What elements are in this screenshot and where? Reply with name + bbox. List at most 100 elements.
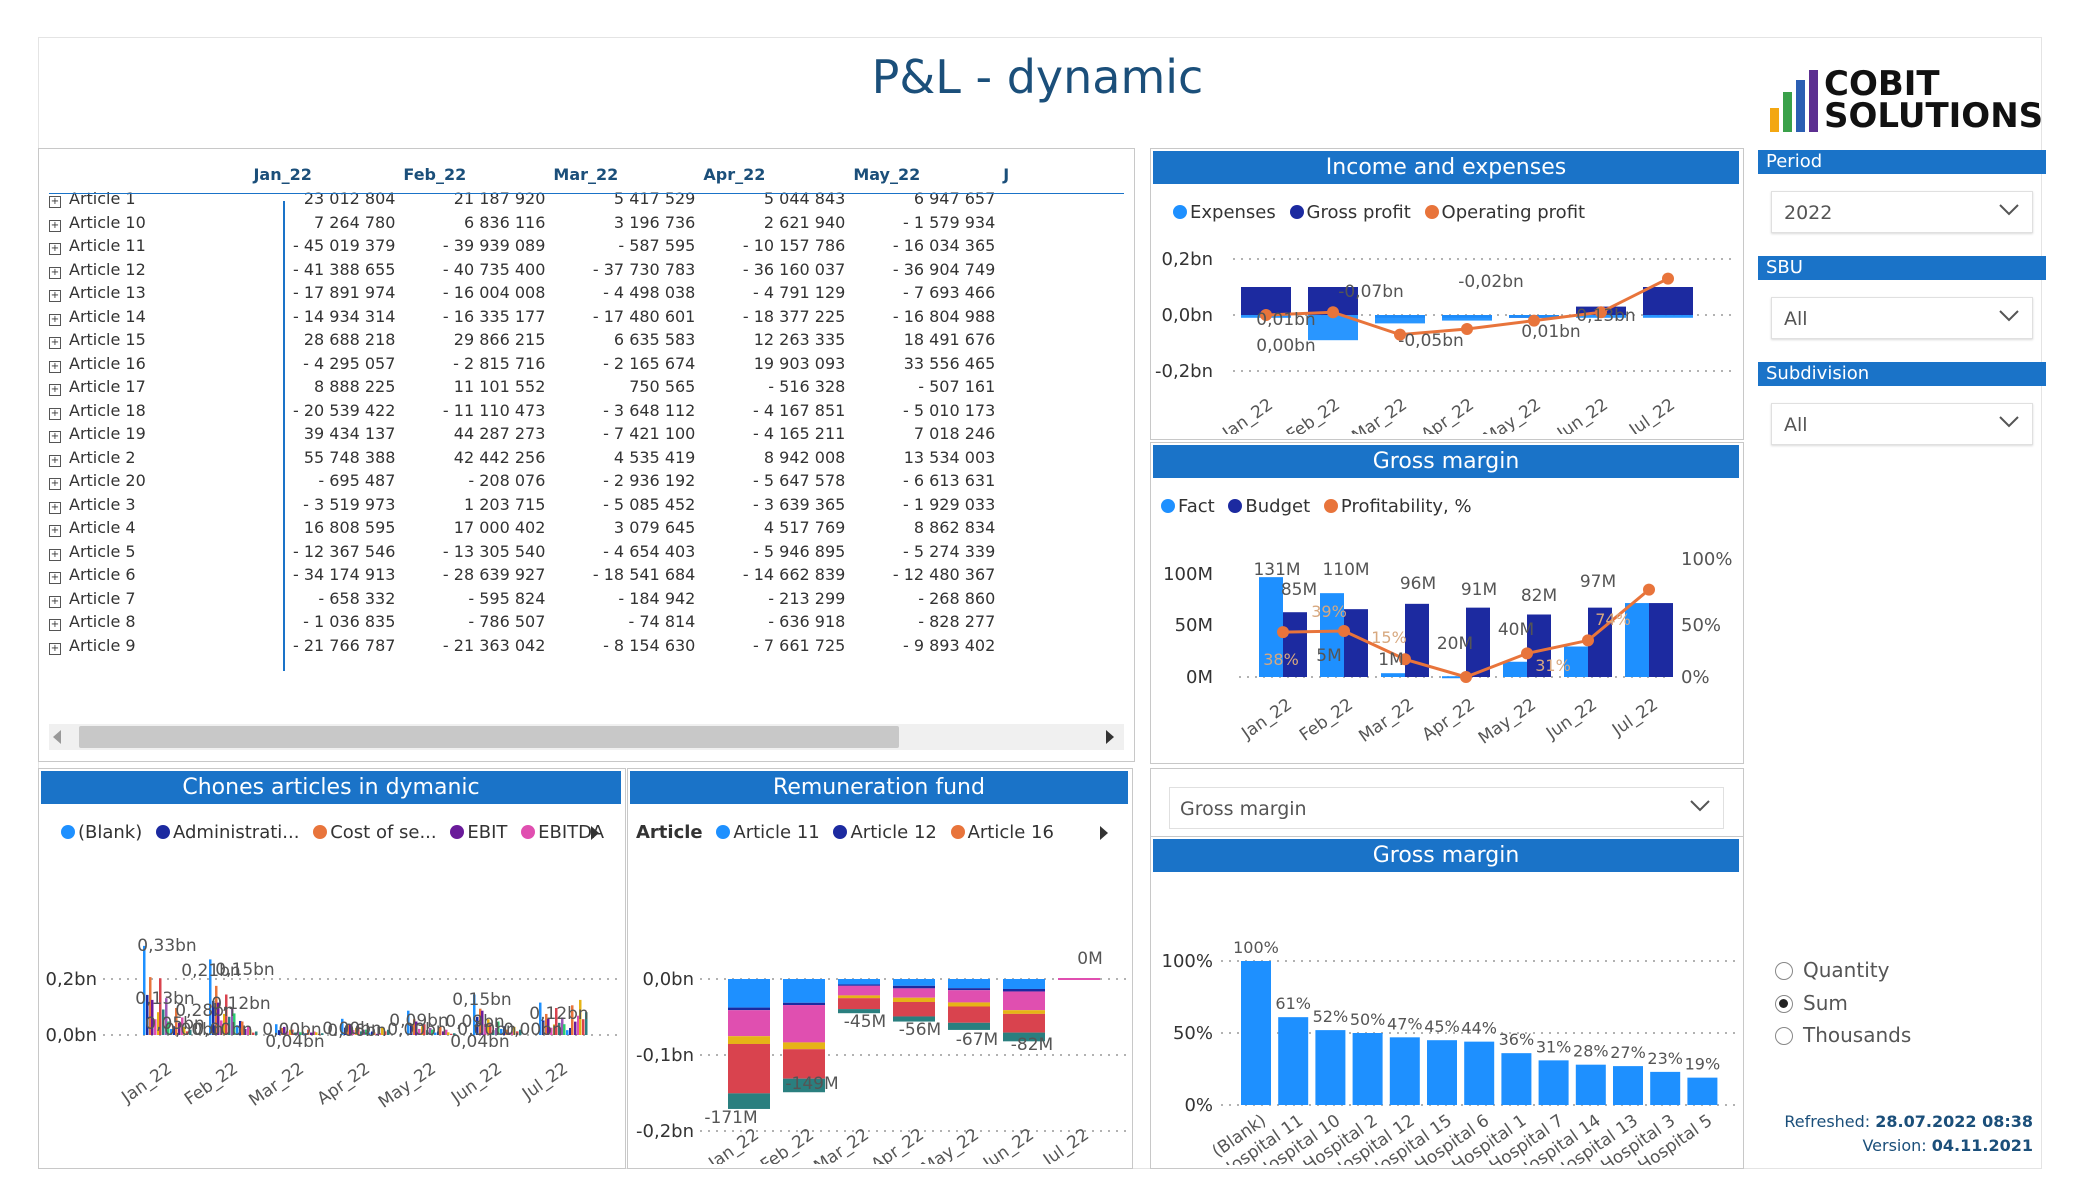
expand-icon[interactable]: + xyxy=(49,243,61,256)
expand-icon[interactable]: + xyxy=(49,219,61,232)
legend-item-operating-profit[interactable]: Operating profit xyxy=(1424,202,1586,223)
point-profitability xyxy=(1643,583,1655,596)
legend-item-blank[interactable]: (Blank) xyxy=(61,822,142,843)
expand-icon[interactable]: + xyxy=(49,642,61,655)
legend-item-ebitda[interactable]: EBITDA xyxy=(521,822,604,843)
bar-hospital xyxy=(1464,1041,1495,1105)
pl-table: Jan_22 Feb_22 Mar_22 Apr_22 May_22 J + Article… xyxy=(49,161,1124,657)
column-header[interactable]: Mar_22 xyxy=(553,164,619,184)
radio-circle-selected[interactable] xyxy=(1775,995,1793,1013)
table-cell: 19 903 093 xyxy=(753,353,846,373)
bar-segment xyxy=(948,979,990,989)
bar-label: 1M xyxy=(1378,650,1403,670)
bar-article xyxy=(215,985,218,1035)
radio-sum[interactable]: Sum xyxy=(1775,991,1848,1015)
bar-label: 97M xyxy=(1580,572,1616,592)
scroll-left-icon[interactable] xyxy=(53,730,61,744)
expand-icon[interactable]: + xyxy=(49,595,61,608)
column-header[interactable]: May_22 xyxy=(853,164,921,184)
x-tick-label: Apr_22 xyxy=(1418,395,1478,434)
column-header[interactable]: Jan_22 xyxy=(253,164,312,184)
bar-article xyxy=(344,1027,347,1035)
peak-label: 0,00bn xyxy=(262,1020,321,1040)
measure-dropdown[interactable]: Gross margin xyxy=(1169,787,1724,829)
expand-icon[interactable]: + xyxy=(49,337,61,350)
expand-icon[interactable]: + xyxy=(49,266,61,279)
expand-icon[interactable]: + xyxy=(49,384,61,397)
table-cell: 44 287 273 xyxy=(453,424,546,444)
expand-icon[interactable]: + xyxy=(49,619,61,632)
legend-next-icon[interactable] xyxy=(1100,826,1108,840)
legend-label: Operating profit xyxy=(1441,202,1586,223)
period-slicer-dropdown[interactable]: 2022 xyxy=(1771,191,2033,233)
row-header: + Article 1 xyxy=(49,187,245,211)
table-cell: 6 836 116 xyxy=(463,212,546,232)
table-cell: - 16 335 177 xyxy=(442,306,546,326)
bar-article xyxy=(368,1032,371,1035)
radio-quantity[interactable]: Quantity xyxy=(1775,958,1889,982)
expand-icon[interactable]: + xyxy=(49,572,61,585)
expand-icon[interactable]: + xyxy=(49,525,61,538)
table-cell: - 2 936 192 xyxy=(603,471,696,491)
table-horizontal-scrollbar[interactable] xyxy=(49,724,1124,750)
legend-item-ebit[interactable]: EBIT xyxy=(450,822,507,843)
expand-icon[interactable]: + xyxy=(49,501,61,514)
radio-circle[interactable] xyxy=(1775,962,1793,980)
table-cell: - 2 165 674 xyxy=(603,353,696,373)
table-cell: - 587 595 xyxy=(618,236,696,256)
table-cell: - 28 639 927 xyxy=(442,565,546,585)
legend-label: (Blank) xyxy=(78,822,143,843)
subdivision-slicer-dropdown[interactable]: All xyxy=(1771,403,2033,445)
bar-value-label: 61% xyxy=(1275,994,1311,1013)
legend-item-profitability[interactable]: Profitability, % xyxy=(1323,496,1472,517)
bar-article xyxy=(186,1031,189,1035)
remuneration-fund-panel: Remuneration fund Article Article 11 Art… xyxy=(627,768,1133,1169)
x-tick-label: Jul_22 xyxy=(1039,1125,1093,1164)
legend-item-gross-profit[interactable]: Gross profit xyxy=(1289,202,1411,223)
legend-item-budget[interactable]: Budget xyxy=(1228,496,1310,517)
scroll-right-icon[interactable] xyxy=(1106,730,1114,744)
bar-article xyxy=(547,1018,550,1035)
legend-item-expenses[interactable]: Expenses xyxy=(1173,202,1276,223)
expand-icon[interactable]: + xyxy=(49,454,61,467)
table-row: + Article 1 23 012 804 21 187 920 5 417 529 5… xyxy=(49,187,1124,211)
table-cell: - 10 157 786 xyxy=(742,236,846,256)
expand-icon[interactable]: + xyxy=(49,407,61,420)
legend-item-administrative[interactable]: Administrati... xyxy=(156,822,299,843)
table-cell: - 39 939 089 xyxy=(442,236,546,256)
legend-item-fact[interactable]: Fact xyxy=(1161,496,1215,517)
page-title: P&L - dynamic xyxy=(871,50,1204,104)
expand-icon[interactable]: + xyxy=(49,313,61,326)
expand-icon[interactable]: + xyxy=(49,196,61,209)
gross-margin-hospital-chart: 100%50%0%100%(Blank)61%Hospital 1152%Hos… xyxy=(1162,938,1737,1165)
column-header[interactable]: Feb_22 xyxy=(403,164,467,184)
bar-segment xyxy=(838,998,880,1010)
bar-segment xyxy=(783,1042,825,1050)
expand-icon[interactable]: + xyxy=(49,548,61,561)
bar-segment xyxy=(1003,1032,1045,1042)
legend-next-icon[interactable] xyxy=(591,826,599,840)
table-cell: 6 947 657 xyxy=(913,189,996,209)
sbu-slicer-dropdown[interactable]: All xyxy=(1771,297,2033,339)
expand-icon[interactable]: + xyxy=(49,431,61,444)
row-label: Article 16 xyxy=(69,353,146,373)
legend-item-article-11[interactable]: Article 11 xyxy=(716,822,820,843)
radio-thousands[interactable]: Thousands xyxy=(1775,1023,1911,1047)
bar-article xyxy=(476,1016,479,1035)
expand-icon[interactable]: + xyxy=(49,478,61,491)
bar-value-label: 27% xyxy=(1610,1043,1646,1062)
scrollbar-thumb[interactable] xyxy=(79,726,899,748)
table-cell: - 786 507 xyxy=(468,612,546,632)
total-label: -67M xyxy=(956,1030,998,1050)
legend-item-cost-of-sales[interactable]: Cost of se... xyxy=(313,822,437,843)
column-header[interactable]: Apr_22 xyxy=(703,164,766,184)
bar-article xyxy=(289,1029,292,1035)
expand-icon[interactable]: + xyxy=(49,360,61,373)
row-label: Article 6 xyxy=(69,565,136,585)
legend-item-article-16[interactable]: Article 16 xyxy=(950,822,1054,843)
row-header: + Article 8 xyxy=(49,610,245,634)
column-header[interactable]: J xyxy=(1003,164,1010,184)
radio-circle[interactable] xyxy=(1775,1027,1793,1045)
legend-item-article-12[interactable]: Article 12 xyxy=(833,822,937,843)
expand-icon[interactable]: + xyxy=(49,290,61,303)
